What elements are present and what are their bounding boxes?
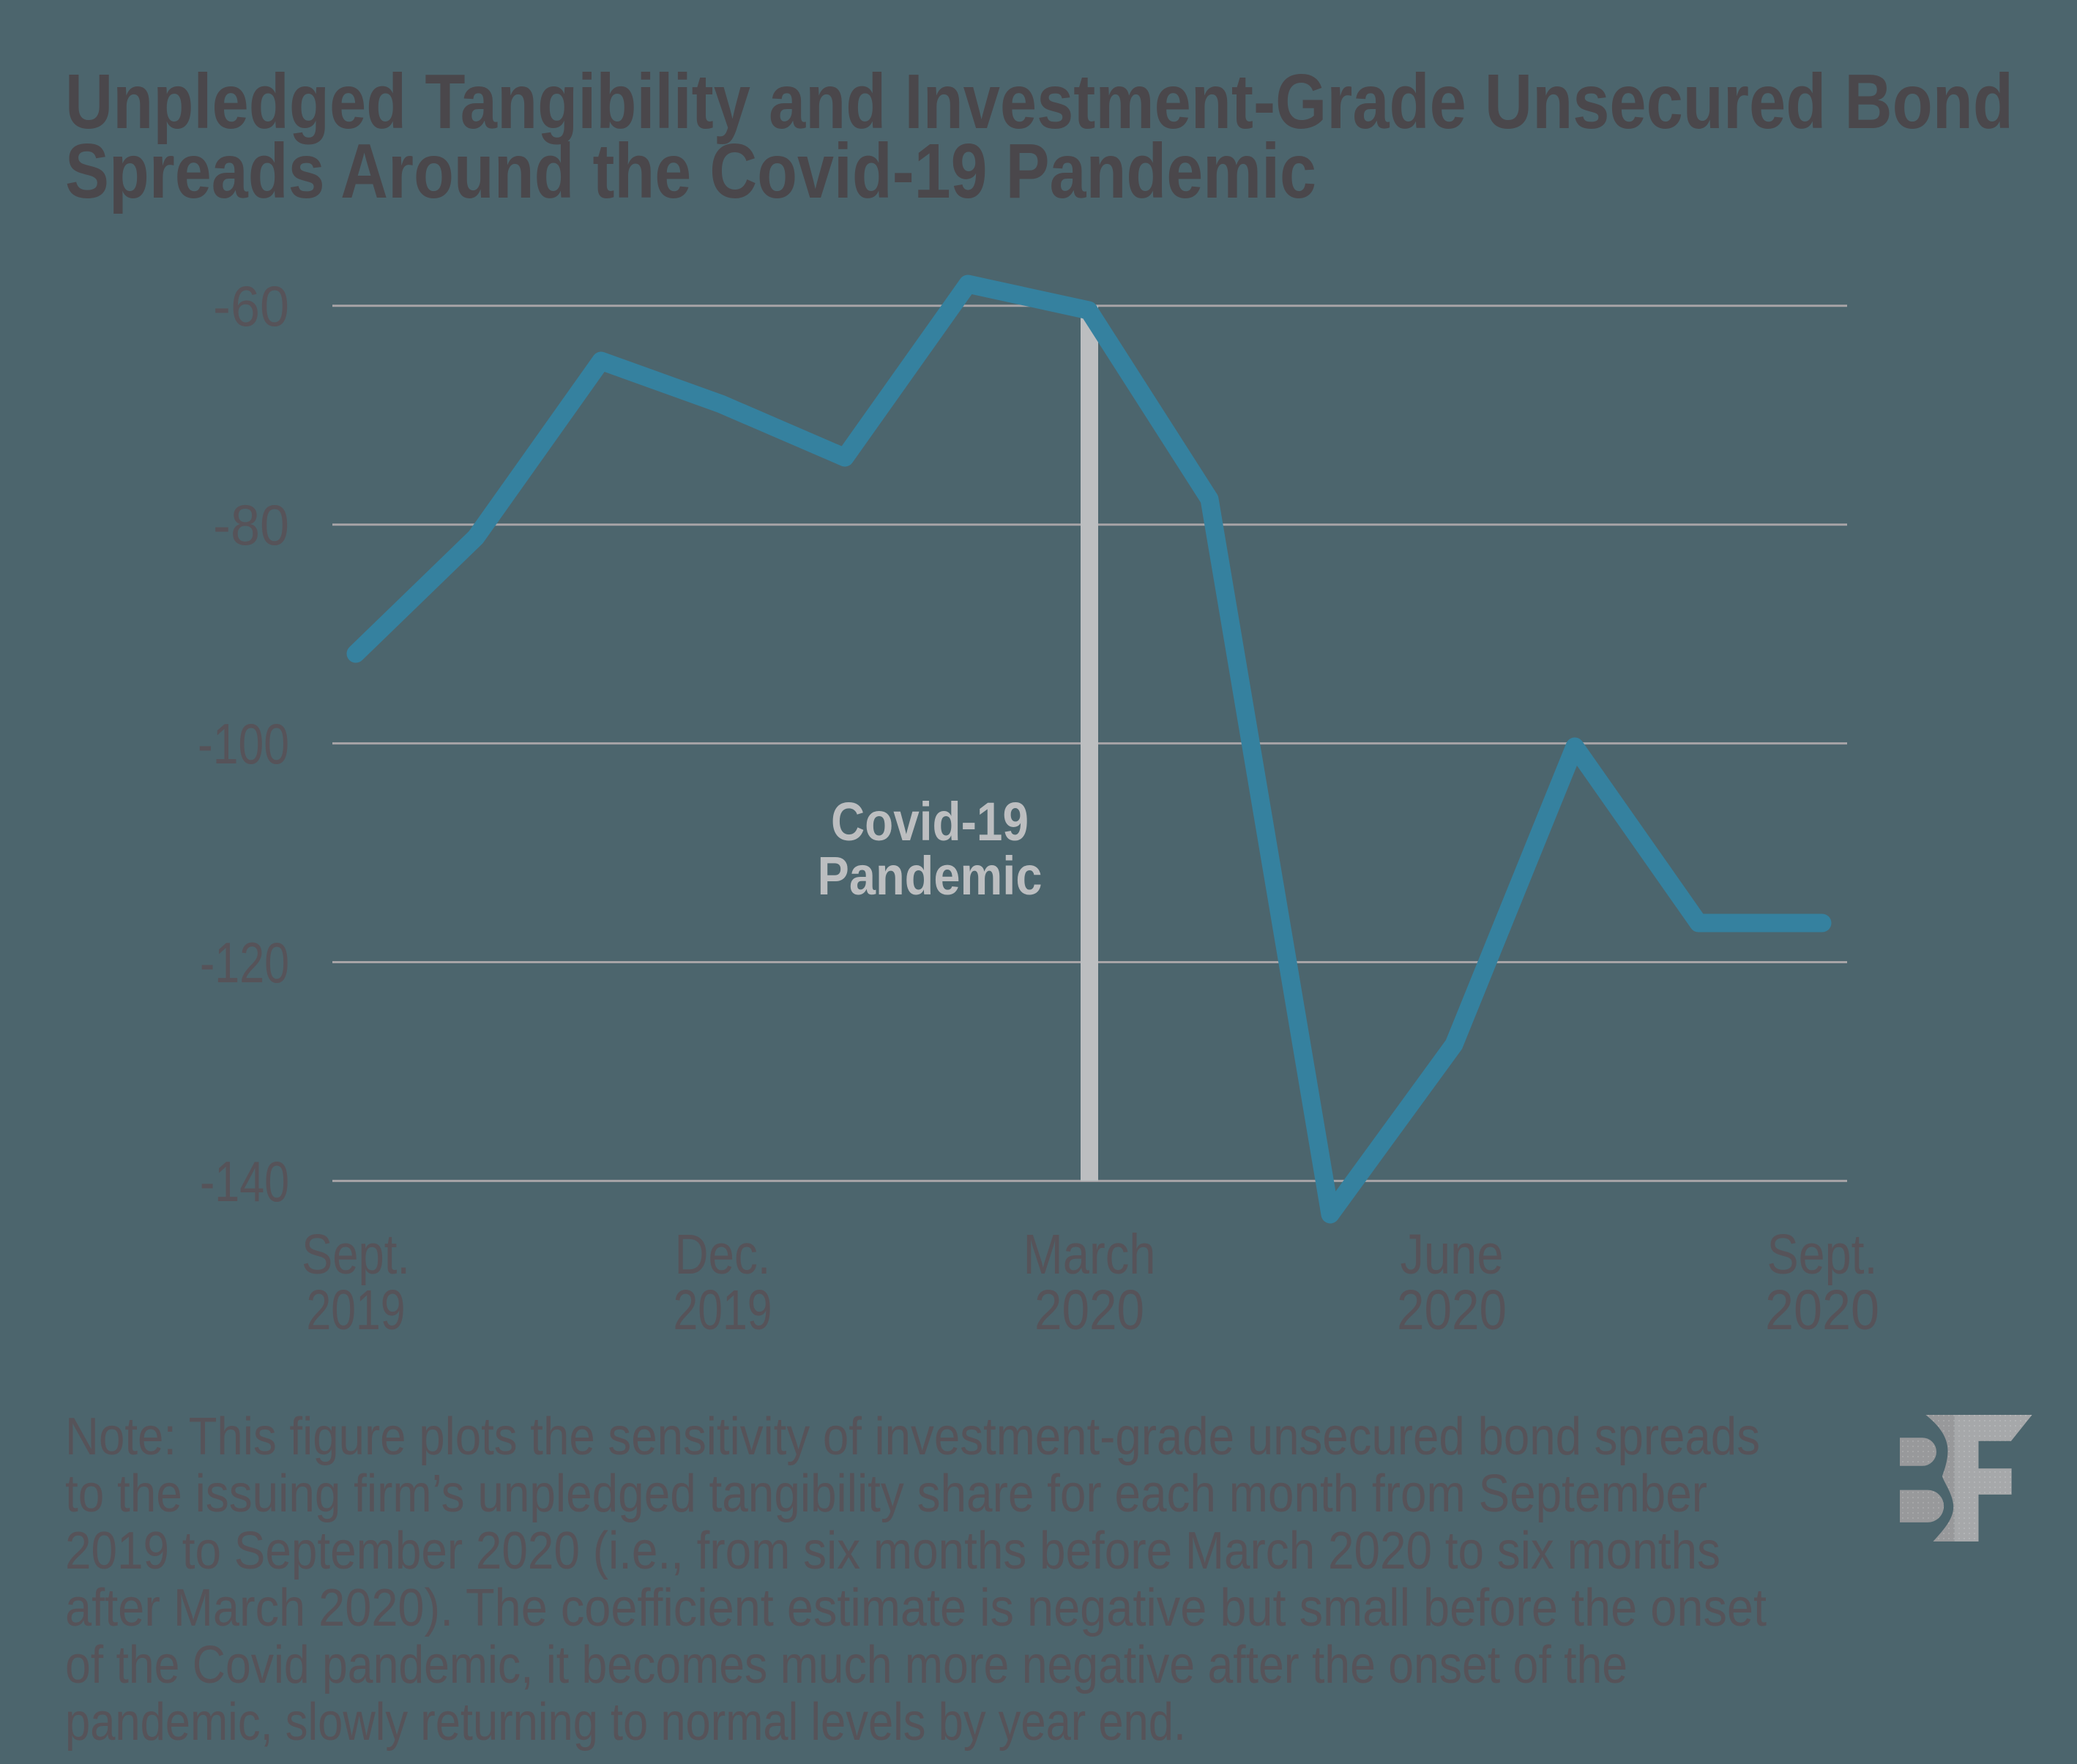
svg-text:-140: -140: [200, 1149, 289, 1214]
svg-text:-100: -100: [198, 711, 289, 776]
svg-text:-80: -80: [213, 493, 289, 557]
svg-text:Sept.: Sept.: [302, 1223, 410, 1286]
svg-text:2020: 2020: [1397, 1279, 1507, 1342]
svg-text:Sept.: Sept.: [1767, 1223, 1878, 1286]
svg-text:June: June: [1401, 1223, 1504, 1286]
svg-text:pandemic, slowly returning to: pandemic, slowly returning to normal lev…: [65, 1693, 1186, 1752]
svg-text:Dec.: Dec.: [675, 1223, 771, 1286]
svg-text:Unpledged Tangibility and Inve: Unpledged Tangibility and Investment-Gra…: [65, 59, 2013, 145]
svg-text:Pandemic: Pandemic: [818, 845, 1043, 906]
svg-text:2019: 2019: [307, 1279, 406, 1342]
svg-text:Note: This figure plots the se: Note: This figure plots the sensitivity …: [65, 1408, 1760, 1466]
svg-text:of the Covid pandemic, it beco: of the Covid pandemic, it becomes much m…: [65, 1636, 1627, 1694]
svg-text:-60: -60: [213, 274, 289, 338]
svg-text:after March 2020). The coeffic: after March 2020). The coefficient estim…: [65, 1579, 1767, 1637]
svg-text:Covid-19: Covid-19: [831, 791, 1029, 852]
svg-text:2020: 2020: [1034, 1279, 1144, 1342]
svg-text:to the issuing firm’s unpledge: to the issuing firm’s unpledged tangibil…: [65, 1465, 1707, 1523]
svg-text:2020: 2020: [1765, 1279, 1879, 1342]
svg-text:2019 to September 2020 (i.e.,: 2019 to September 2020 (i.e., from six m…: [65, 1522, 1720, 1580]
svg-text:March: March: [1023, 1223, 1156, 1286]
svg-text:Spreads Around the Covid-19 Pa: Spreads Around the Covid-19 Pandemic: [65, 128, 1316, 214]
svg-text:2019: 2019: [674, 1279, 772, 1342]
svg-text:-120: -120: [200, 930, 289, 995]
